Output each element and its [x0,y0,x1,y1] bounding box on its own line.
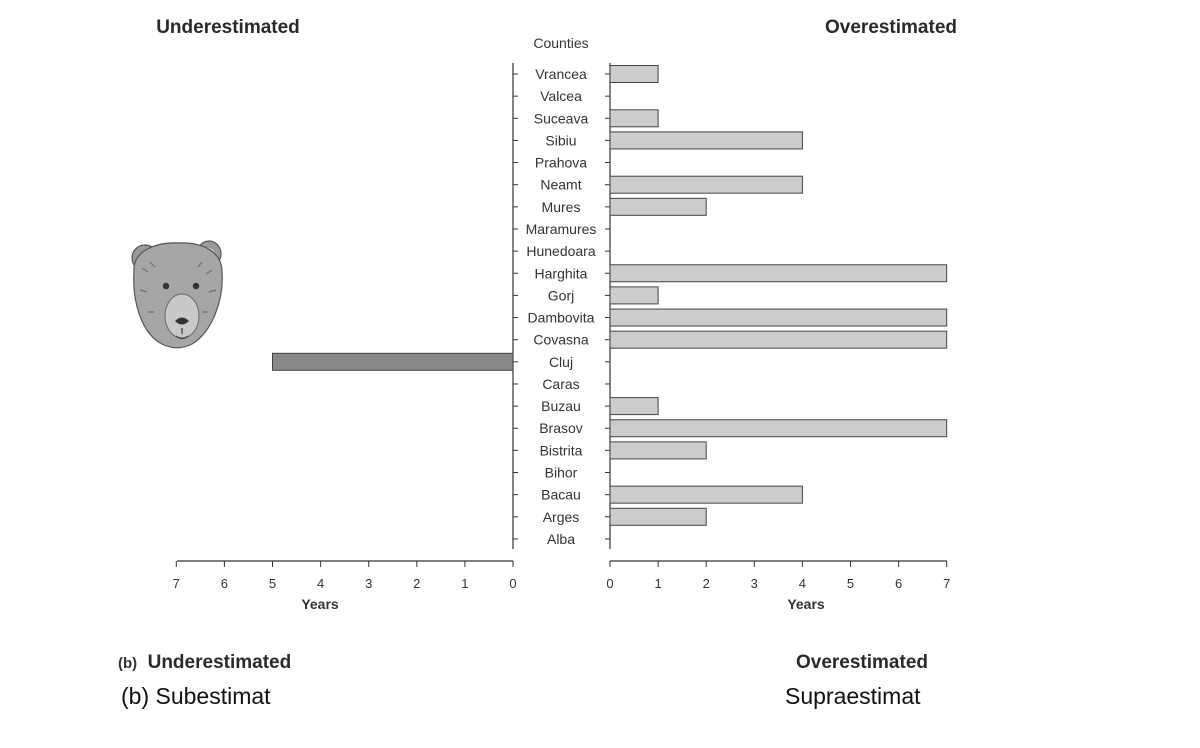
header-overestimated: Overestimated [825,17,957,38]
x-tick-label-right-6: 6 [895,576,902,591]
x-tick-label-right-1: 1 [654,576,661,591]
bear-head-icon [131,240,223,349]
x-tick-label-left-4: 4 [317,576,324,591]
county-label-caras: Caras [542,376,579,392]
bar-overestimated-neamt [609,175,803,194]
bar-overestimated-brasov [609,419,948,438]
bar-overestimated-gorj [609,286,659,305]
x-tick-label-left-1: 1 [461,576,468,591]
county-label-brasov: Brasov [539,420,583,436]
county-label-maramures: Maramures [526,221,597,237]
county-label-cluj: Cluj [549,354,573,370]
county-label-gorj: Gorj [548,287,574,303]
county-label-hunedoara: Hunedoara [526,243,595,259]
county-label-prahova: Prahova [535,155,587,171]
x-tick-label-left-3: 3 [365,576,372,591]
panel-letter: (b) [118,655,137,672]
header-underestimated: Underestimated [156,17,300,38]
x-tick-label-left-2: 2 [413,576,420,591]
x-tick-label-right-3: 3 [751,576,758,591]
county-label-alba: Alba [547,531,575,547]
bar-overestimated-harghita [609,264,948,283]
axis-ticks: 7 6 5 4 3 2 1 0 0 1 2 3 4 5 6 7 [173,73,950,591]
x-tick-label-left-5: 5 [269,576,276,591]
bar-overestimated-bistrita [609,441,707,460]
x-axis-label-left: Years [301,596,339,612]
bar-overestimated-bacau [609,485,803,504]
bottom-label-underestimated: (b) Underestimated [118,652,291,673]
bottom-label-overestimated: Overestimated [796,652,928,673]
county-label-mures: Mures [542,199,581,215]
county-label-vrancea: Vrancea [535,66,587,82]
translation-overestimated: Supraestimat [785,683,921,709]
x-tick-label-right-4: 4 [799,576,806,591]
x-tick-label-right-5: 5 [847,576,854,591]
county-label-sibiu: Sibiu [545,132,576,148]
bars [272,65,948,526]
bar-overestimated-buzau [609,397,659,416]
x-axis-label-right: Years [787,596,825,612]
county-label-valcea: Valcea [540,88,582,104]
counties-axis-title: Counties [533,35,588,51]
county-label-neamt: Neamt [540,177,581,193]
bar-overestimated-dambovita [609,308,948,327]
county-label-bistrita: Bistrita [540,442,583,458]
bar-underestimated-cluj [272,352,514,371]
bar-overestimated-covasna [609,330,948,349]
county-label-bihor: Bihor [545,465,578,481]
x-tick-label-left-7: 7 [173,576,180,591]
bottom-underestimated-text: Underestimated [148,652,292,673]
county-label-bacau: Bacau [541,487,581,503]
bar-overestimated-vrancea [609,65,659,83]
county-label-dambovita: Dambovita [528,310,595,326]
bar-overestimated-sibiu [609,131,803,150]
county-labels: Vrancea Valcea Suceava Sibiu Prahova Neamt Mur… [526,66,597,547]
bar-overestimated-arges [609,507,707,526]
county-label-suceava: Suceava [534,110,589,126]
county-label-arges: Arges [543,509,580,525]
x-tick-label-right-2: 2 [703,576,710,591]
x-tick-label-left-6: 6 [221,576,228,591]
county-label-buzau: Buzau [541,398,581,414]
x-tick-label-right-7: 7 [943,576,950,591]
x-tick-label-right-0: 0 [606,576,613,591]
bar-overestimated-suceava [609,109,659,128]
county-label-harghita: Harghita [535,265,588,281]
translation-underestimated: (b) Subestimat [121,683,271,709]
county-label-covasna: Covasna [533,332,588,348]
x-tick-label-left-0: 0 [509,576,516,591]
bar-overestimated-mures [609,197,707,216]
